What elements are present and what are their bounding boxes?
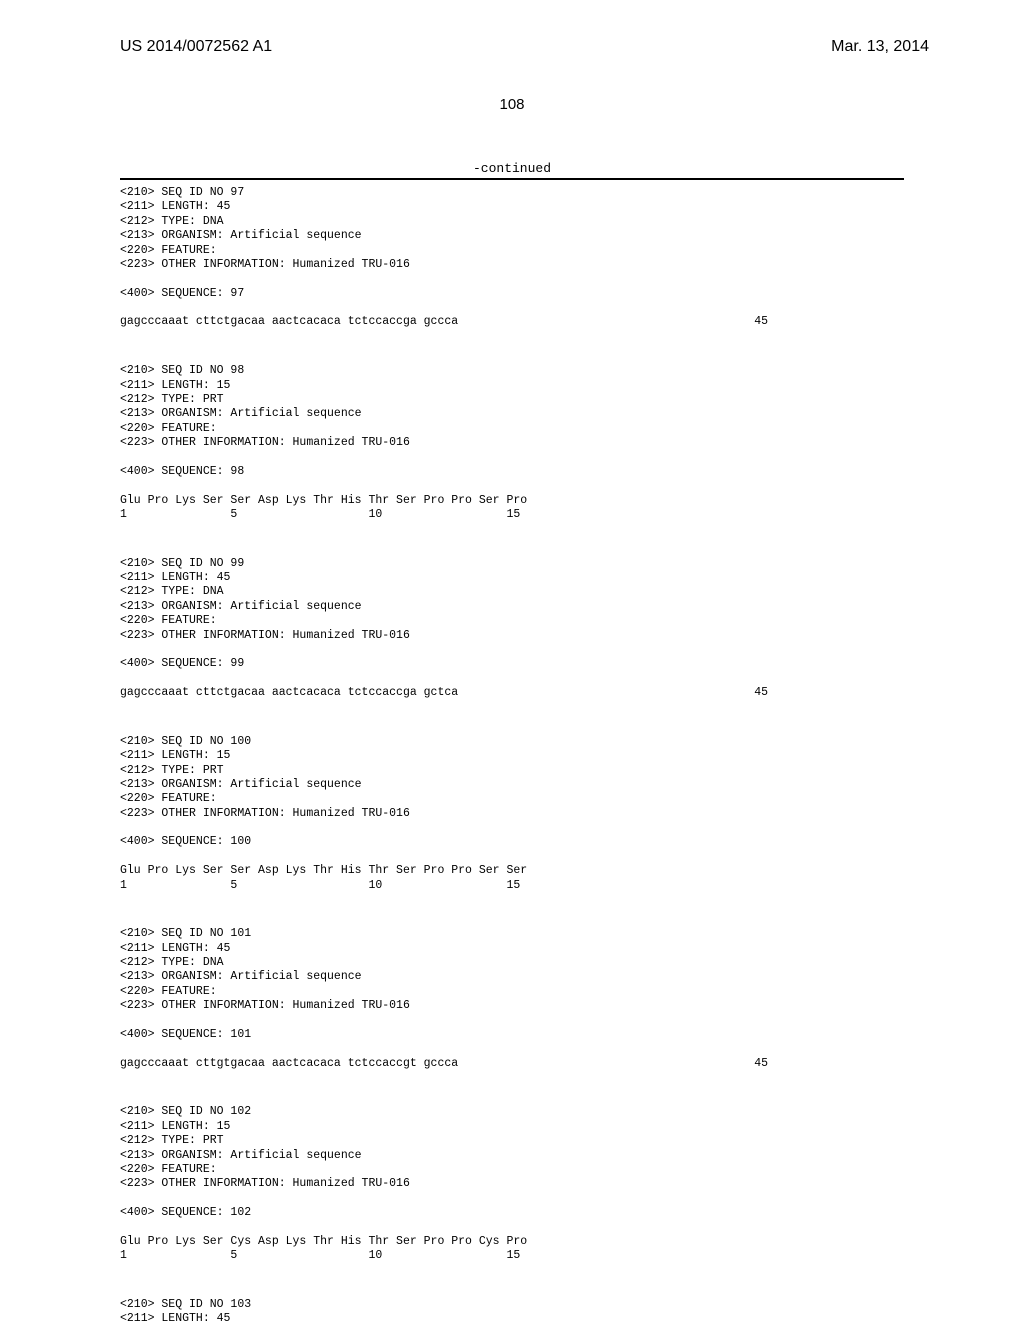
sequence-meta-line: <220> FEATURE:: [120, 985, 904, 999]
sequence-meta-line: <212> TYPE: PRT: [120, 764, 904, 778]
sequence-meta-line: <211> LENGTH: 45: [120, 1312, 904, 1326]
blank-line: [120, 1264, 904, 1278]
sequence-meta-line: <220> FEATURE:: [120, 614, 904, 628]
sequence-entry: <210> SEQ ID NO 103<211> LENGTH: 45: [120, 1298, 904, 1327]
sequence-meta-line: <210> SEQ ID NO 98: [120, 364, 904, 378]
sequence-data-row: Glu Pro Lys Ser Ser Asp Lys Thr His Thr …: [120, 864, 768, 878]
blank-line: [120, 643, 904, 657]
sequence-header: <400> SEQUENCE: 100: [120, 835, 904, 849]
continued-label: -continued: [120, 161, 904, 178]
sequence-meta-line: <212> TYPE: PRT: [120, 393, 904, 407]
sequence-data: 1 5 10 15: [120, 1249, 520, 1263]
sequence-position: 45: [754, 1057, 768, 1071]
blank-line: [120, 1042, 904, 1056]
sequence-meta-line: <220> FEATURE:: [120, 422, 904, 436]
sequence-entry: <210> SEQ ID NO 100<211> LENGTH: 15<212>…: [120, 735, 904, 908]
sequence-data: 1 5 10 15: [120, 508, 520, 522]
sequence-meta-line: <212> TYPE: PRT: [120, 1134, 904, 1148]
sequence-meta-line: <223> OTHER INFORMATION: Humanized TRU-0…: [120, 1177, 904, 1191]
sequence-data: Glu Pro Lys Ser Ser Asp Lys Thr His Thr …: [120, 494, 527, 508]
sequence-meta-line: <210> SEQ ID NO 103: [120, 1298, 904, 1312]
publication-number: US 2014/0072562 A1: [120, 38, 272, 56]
sequence-data: gagcccaaat cttctgacaa aactcacaca tctccac…: [120, 686, 458, 700]
blank-line: [120, 1071, 904, 1085]
sequence-meta-line: <210> SEQ ID NO 100: [120, 735, 904, 749]
sequence-data-row: Glu Pro Lys Ser Cys Asp Lys Thr His Thr …: [120, 1235, 768, 1249]
sequence-position: 45: [754, 315, 768, 329]
sequence-meta-line: <212> TYPE: DNA: [120, 215, 904, 229]
sequence-meta-line: <213> ORGANISM: Artificial sequence: [120, 229, 904, 243]
sequence-position: 45: [754, 686, 768, 700]
sequence-data: gagcccaaat cttgtgacaa aactcacaca tctccac…: [120, 1057, 458, 1071]
sequence-data-row: gagcccaaat cttctgacaa aactcacaca tctccac…: [120, 315, 768, 329]
sequence-header: <400> SEQUENCE: 102: [120, 1206, 904, 1220]
sequence-meta-line: <210> SEQ ID NO 97: [120, 186, 904, 200]
sequence-meta-line: <223> OTHER INFORMATION: Humanized TRU-0…: [120, 258, 904, 272]
sequence-entry: <210> SEQ ID NO 102<211> LENGTH: 15<212>…: [120, 1105, 904, 1278]
sequence-meta-line: <223> OTHER INFORMATION: Humanized TRU-0…: [120, 999, 904, 1013]
sequence-entry: <210> SEQ ID NO 98<211> LENGTH: 15<212> …: [120, 364, 904, 537]
sequence-meta-line: <220> FEATURE:: [120, 244, 904, 258]
sequence-meta-line: <220> FEATURE:: [120, 792, 904, 806]
blank-line: [120, 850, 904, 864]
sequence-entry: <210> SEQ ID NO 97<211> LENGTH: 45<212> …: [120, 186, 904, 344]
blank-line: [120, 522, 904, 536]
sequence-meta-line: <212> TYPE: DNA: [120, 956, 904, 970]
blank-line: [120, 672, 904, 686]
sequence-meta-line: <211> LENGTH: 45: [120, 942, 904, 956]
sequence-meta-line: <220> FEATURE:: [120, 1163, 904, 1177]
sequence-meta-line: <210> SEQ ID NO 102: [120, 1105, 904, 1119]
sequence-meta-line: <223> OTHER INFORMATION: Humanized TRU-0…: [120, 629, 904, 643]
sequence-data-row: 1 5 10 15: [120, 508, 768, 522]
sequence-data: Glu Pro Lys Ser Ser Asp Lys Thr His Thr …: [120, 864, 527, 878]
sequence-meta-line: <210> SEQ ID NO 101: [120, 927, 904, 941]
blank-line: [120, 1192, 904, 1206]
sequence-data-row: 1 5 10 15: [120, 1249, 768, 1263]
sequence-meta-line: <213> ORGANISM: Artificial sequence: [120, 407, 904, 421]
sequence-data: Glu Pro Lys Ser Cys Asp Lys Thr His Thr …: [120, 1235, 527, 1249]
sequence-meta-line: <211> LENGTH: 15: [120, 749, 904, 763]
sequence-meta-line: <211> LENGTH: 15: [120, 379, 904, 393]
sequence-entry: <210> SEQ ID NO 99<211> LENGTH: 45<212> …: [120, 557, 904, 715]
sequence-header: <400> SEQUENCE: 97: [120, 287, 904, 301]
sequence-data-row: gagcccaaat cttctgacaa aactcacaca tctccac…: [120, 686, 768, 700]
sequence-meta-line: <210> SEQ ID NO 99: [120, 557, 904, 571]
sequence-entry: <210> SEQ ID NO 101<211> LENGTH: 45<212>…: [120, 927, 904, 1085]
publication-date: Mar. 13, 2014: [831, 38, 929, 56]
sequence-content: <210> SEQ ID NO 97<211> LENGTH: 45<212> …: [120, 180, 904, 1327]
page-number: 108: [0, 96, 1024, 113]
sequence-header: <400> SEQUENCE: 99: [120, 657, 904, 671]
sequence-meta-line: <213> ORGANISM: Artificial sequence: [120, 600, 904, 614]
sequence-data-row: Glu Pro Lys Ser Ser Asp Lys Thr His Thr …: [120, 494, 768, 508]
sequence-meta-line: <213> ORGANISM: Artificial sequence: [120, 1149, 904, 1163]
sequence-listing: -continued <210> SEQ ID NO 97<211> LENGT…: [0, 161, 1024, 1327]
blank-line: [120, 1220, 904, 1234]
blank-line: [120, 450, 904, 464]
blank-line: [120, 893, 904, 907]
blank-line: [120, 479, 904, 493]
blank-line: [120, 1014, 904, 1028]
sequence-meta-line: <223> OTHER INFORMATION: Humanized TRU-0…: [120, 807, 904, 821]
sequence-data-row: gagcccaaat cttgtgacaa aactcacaca tctccac…: [120, 1057, 768, 1071]
sequence-header: <400> SEQUENCE: 98: [120, 465, 904, 479]
blank-line: [120, 700, 904, 714]
sequence-data: 1 5 10 15: [120, 879, 520, 893]
sequence-data: gagcccaaat cttctgacaa aactcacaca tctccac…: [120, 315, 458, 329]
sequence-meta-line: <213> ORGANISM: Artificial sequence: [120, 970, 904, 984]
page-header: US 2014/0072562 A1 Mar. 13, 2014: [0, 0, 1024, 56]
sequence-header: <400> SEQUENCE: 101: [120, 1028, 904, 1042]
sequence-meta-line: <211> LENGTH: 45: [120, 200, 904, 214]
sequence-meta-line: <211> LENGTH: 15: [120, 1120, 904, 1134]
sequence-meta-line: <213> ORGANISM: Artificial sequence: [120, 778, 904, 792]
sequence-meta-line: <211> LENGTH: 45: [120, 571, 904, 585]
blank-line: [120, 330, 904, 344]
sequence-data-row: 1 5 10 15: [120, 879, 768, 893]
sequence-meta-line: <223> OTHER INFORMATION: Humanized TRU-0…: [120, 436, 904, 450]
sequence-meta-line: <212> TYPE: DNA: [120, 585, 904, 599]
blank-line: [120, 821, 904, 835]
blank-line: [120, 301, 904, 315]
blank-line: [120, 272, 904, 286]
